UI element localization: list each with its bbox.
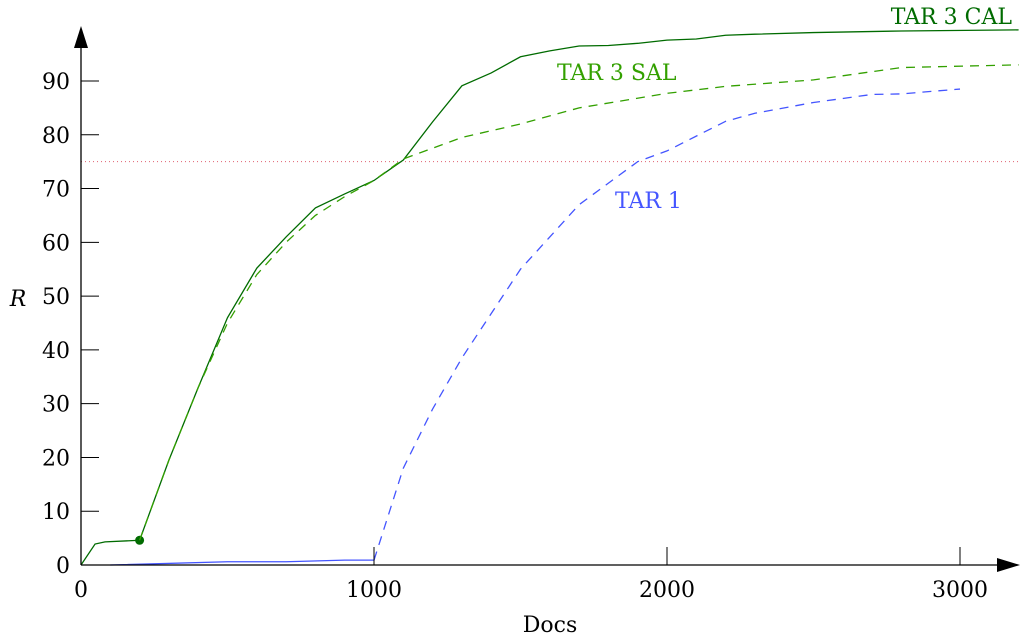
x-axis-arrow [997, 558, 1020, 572]
y-tick-label: 20 [42, 446, 70, 471]
x-tick-label: 2000 [639, 578, 695, 603]
series-tar-3-sal-line [138, 64, 1019, 541]
series-label-tar3cal: TAR 3 CAL [891, 5, 1013, 30]
y-axis-arrow [74, 26, 88, 48]
y-tick-label: 10 [42, 500, 70, 525]
y-tick-label: 0 [56, 554, 70, 579]
series-label-tar1: TAR 1 [615, 189, 682, 214]
y-tick-label: 90 [42, 70, 70, 95]
y-tick-label: 80 [42, 124, 70, 149]
y-tick-label: 40 [42, 339, 70, 364]
y-tick-label: 70 [42, 178, 70, 203]
y-tick-label: 30 [42, 393, 70, 418]
series-tar-1-line [373, 88, 961, 561]
x-tick-label: 0 [74, 578, 88, 603]
x-tick-label: 1000 [346, 578, 402, 603]
y-axis-label: R [9, 287, 27, 312]
x-axis-label: Docs [523, 613, 578, 638]
x-tick-label: 3000 [932, 578, 988, 603]
y-tick-label: 60 [42, 231, 70, 256]
series-tar-3-cal-line [80, 29, 1019, 566]
series-label-tar3sal: TAR 3 SAL [557, 61, 677, 86]
series-tar-1-solid-part [110, 559, 374, 566]
y-tick-label: 50 [42, 285, 70, 310]
